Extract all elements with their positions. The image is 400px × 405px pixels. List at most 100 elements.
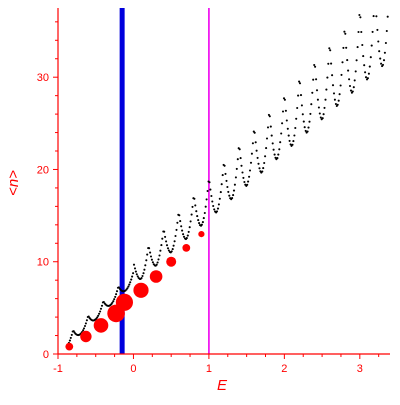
scatter-point [158,254,161,257]
scatter-point [262,167,265,170]
scatter-point [322,113,325,116]
scatter-point [166,247,170,250]
scatter-point [316,98,319,101]
scatter-point [302,120,305,123]
scatter-point [384,41,387,45]
scatter-point [299,94,303,97]
scatter-point [100,304,104,307]
scatter-point [359,16,362,19]
scatter-point [189,220,192,223]
scatter-point [238,148,241,151]
scatter-point [114,295,117,298]
scatter-point [224,172,227,175]
weighted-points-series [65,231,205,351]
scatter-point [265,137,269,140]
scatter-point [329,49,332,52]
scatter-point [185,237,188,240]
x-tick-label-4: 3 [357,363,363,375]
scatter-point [145,259,148,262]
scatter-point [213,208,216,211]
scatter-point [232,189,236,192]
scatter-point [376,28,379,31]
scatter-point [194,204,197,207]
scatter-point [188,226,191,229]
scatter-point [330,62,333,65]
scatter-point [131,275,134,278]
scatter-point [85,319,88,322]
scatter-point [83,324,87,328]
scatter-point [201,221,204,224]
x-tick-label-2: 1 [206,363,212,375]
scatter-point [357,30,360,34]
scatter-point [165,240,168,243]
scatter-point [82,329,85,332]
scatter-point [279,141,282,144]
weighted-point-5 [133,282,149,298]
scatter-point [361,43,364,47]
scatter-point [251,142,254,145]
x-tick-label-3: 2 [281,363,287,375]
scatter-point [98,312,101,315]
scatter-point [367,72,370,75]
scatter-point [301,113,304,116]
scatter-point [291,143,294,146]
scatter-point [210,194,213,198]
scatter-point [385,29,388,33]
weighted-point-6 [149,270,163,283]
scatter-point [339,84,342,87]
scatter-point [369,56,372,59]
scatter-point [270,134,273,137]
scatter-point [269,125,272,128]
scatter-point [190,213,193,216]
scatter-point [182,233,185,236]
scatter-point [130,278,133,281]
scatter-point [368,65,371,68]
x-axis-label: E [217,377,228,394]
scatter-point [314,65,317,68]
scatter-point [205,198,208,201]
scatter-point [236,158,239,161]
scatter-point [191,205,194,208]
scatter-point [313,63,316,67]
scatter-point [348,84,352,88]
weighted-point-9 [198,231,205,238]
scatter-point [239,157,242,160]
scatter-point [331,84,335,87]
scatter-point [240,164,243,167]
scatter-point [344,32,347,35]
scatter-point [294,126,297,130]
scatter-point [326,76,329,79]
scatter-point [342,46,345,49]
y-tick-label-1: 10 [37,257,49,269]
scatter-point [212,204,215,208]
scatter-point [149,255,153,258]
scatter-point [128,283,131,286]
scatter-point [303,126,306,129]
scatter-point [337,99,340,102]
scatter-point [198,222,201,225]
scatter-point [172,244,175,247]
scatter-point [233,183,236,186]
scatter-point [157,258,160,261]
scatter-point [160,244,163,247]
scatter-point [340,73,343,76]
scatter-point [99,310,102,313]
scatter-point [178,214,181,217]
scatter-point [200,223,203,226]
scatter-point [246,183,249,186]
scatter-point [315,78,318,81]
scatter-point [170,250,173,253]
scatter-point [264,155,267,158]
scatter-point [117,286,120,289]
scatter-point [255,149,258,152]
scatter-point [351,90,354,93]
scatter-point [383,51,386,54]
scatter-point [298,82,302,85]
scatter-point [323,106,326,109]
scatter-point [268,115,271,118]
scatter-point [174,234,177,238]
scatter-point [325,88,328,91]
scatter-point [218,197,221,200]
scatter-point [203,211,206,215]
scatter-point [211,200,214,203]
